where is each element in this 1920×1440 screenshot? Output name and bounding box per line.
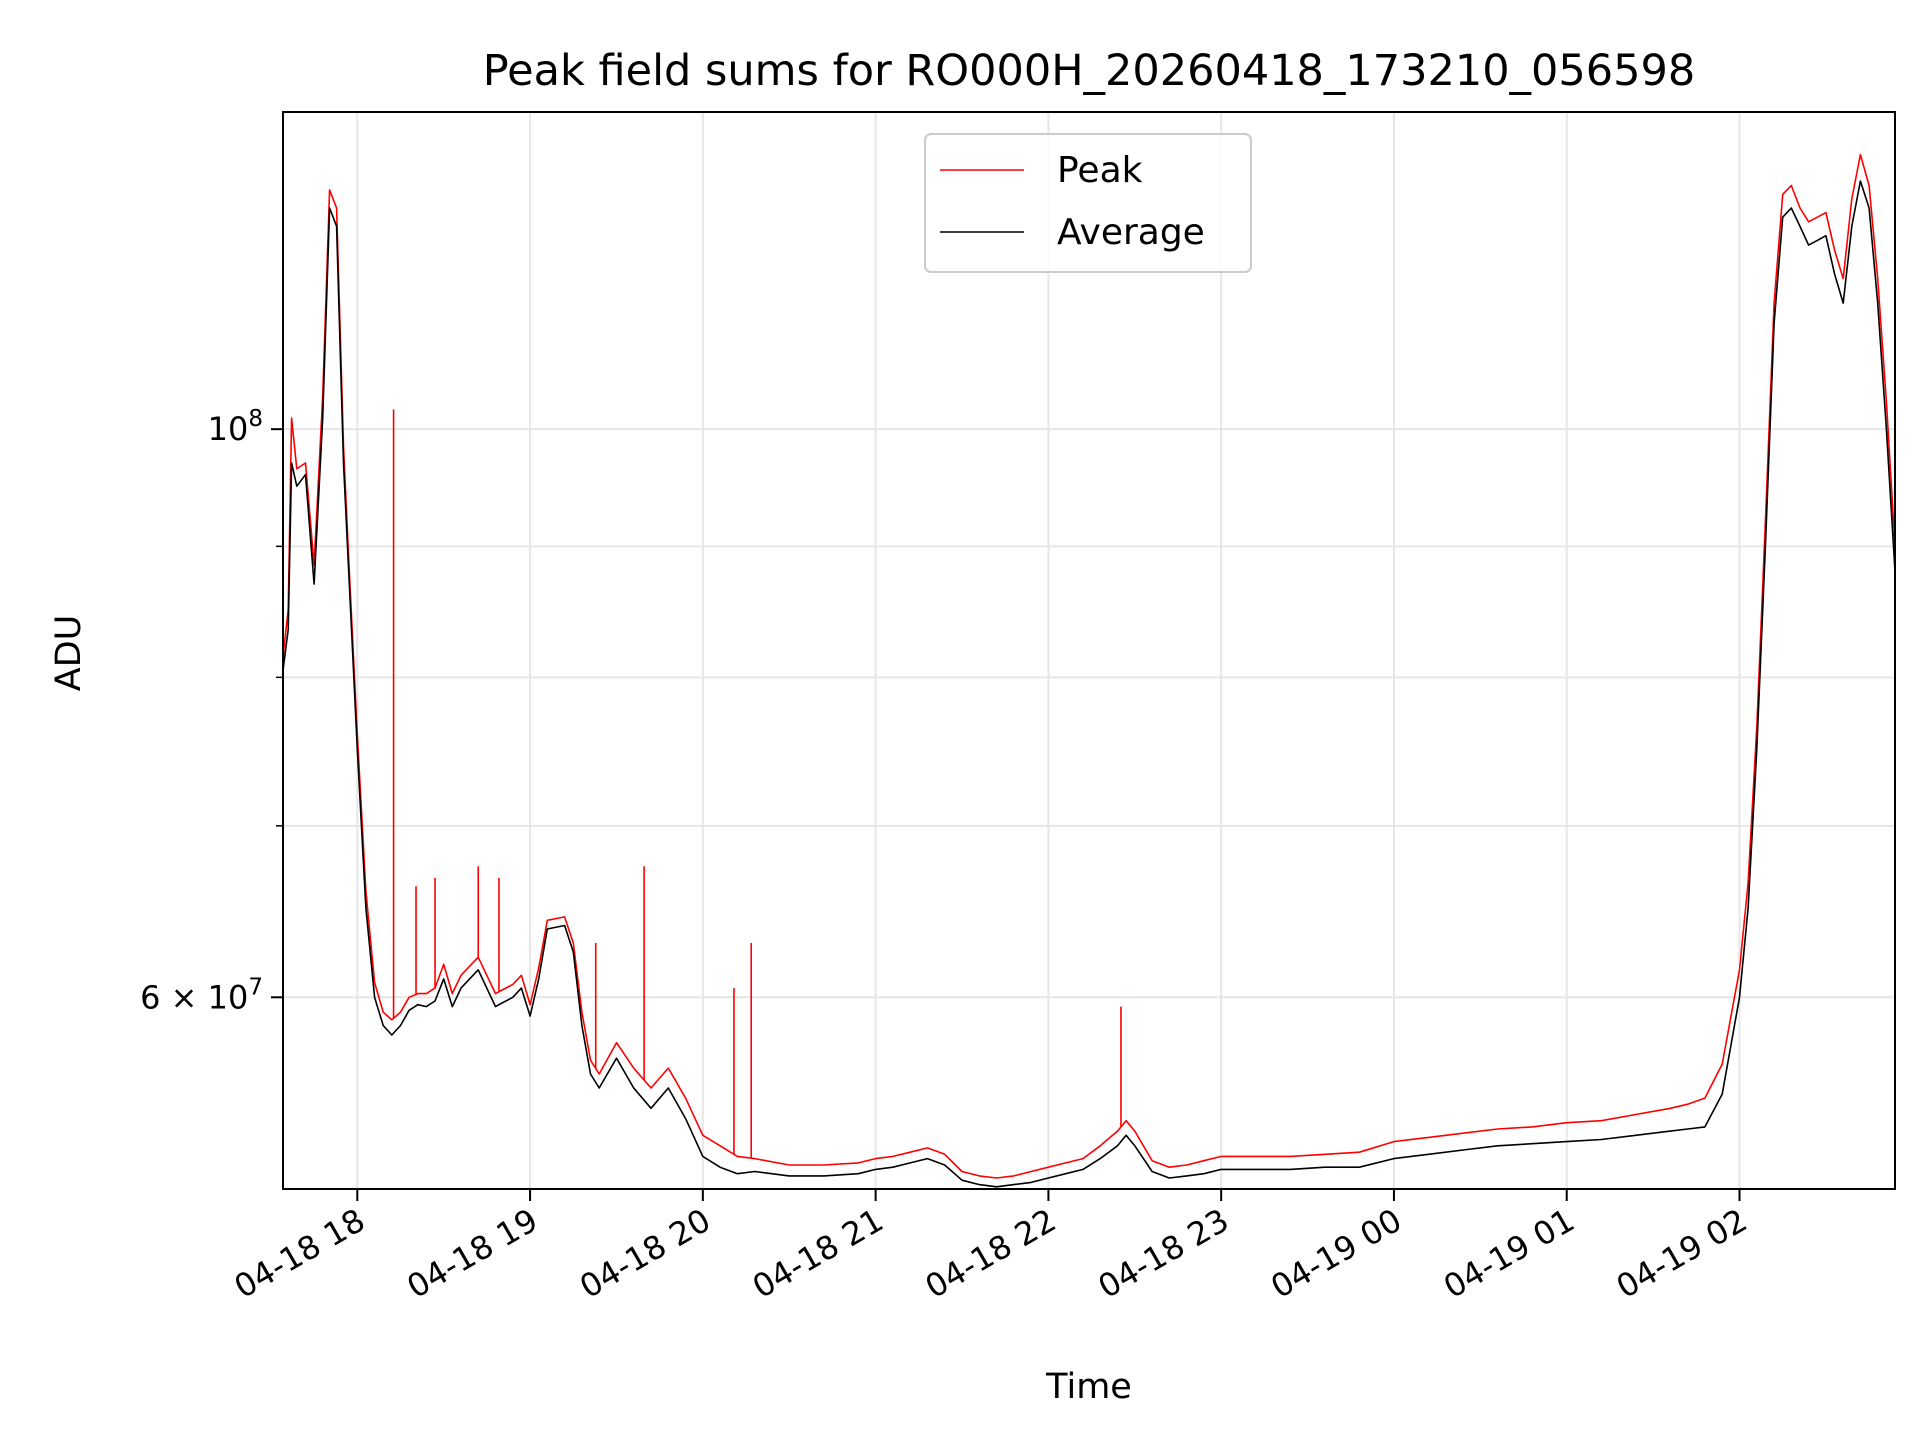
y-axis-label: ADU [49, 615, 89, 692]
y-tick-base: 10 [208, 410, 249, 448]
gridlines [283, 112, 1895, 1189]
legend-box [924, 133, 1252, 273]
series-line-peak [283, 153, 1895, 1179]
series-line-average [283, 180, 1895, 1188]
y-tick-label: 6 × 107 [140, 974, 263, 1016]
legend: Peak Average [924, 133, 1252, 273]
series-layer [283, 153, 1895, 1188]
legend-label-average: Average [1057, 212, 1205, 253]
y-tick-label: 108 [208, 406, 263, 448]
chart-title: Peak field sums for RO000H_20260418_1732… [483, 46, 1695, 96]
y-tick-exponent: 8 [248, 406, 263, 432]
x-axis-label: Time [1045, 1367, 1132, 1407]
y-tick-base: 10 [208, 978, 249, 1016]
legend-label-peak: Peak [1057, 150, 1143, 191]
y-tick-exponent: 7 [248, 974, 263, 1000]
y-tick-mantissa: 6 [140, 978, 160, 1016]
plot-frame [282, 111, 1896, 1190]
y-tick-times: × [160, 978, 207, 1016]
